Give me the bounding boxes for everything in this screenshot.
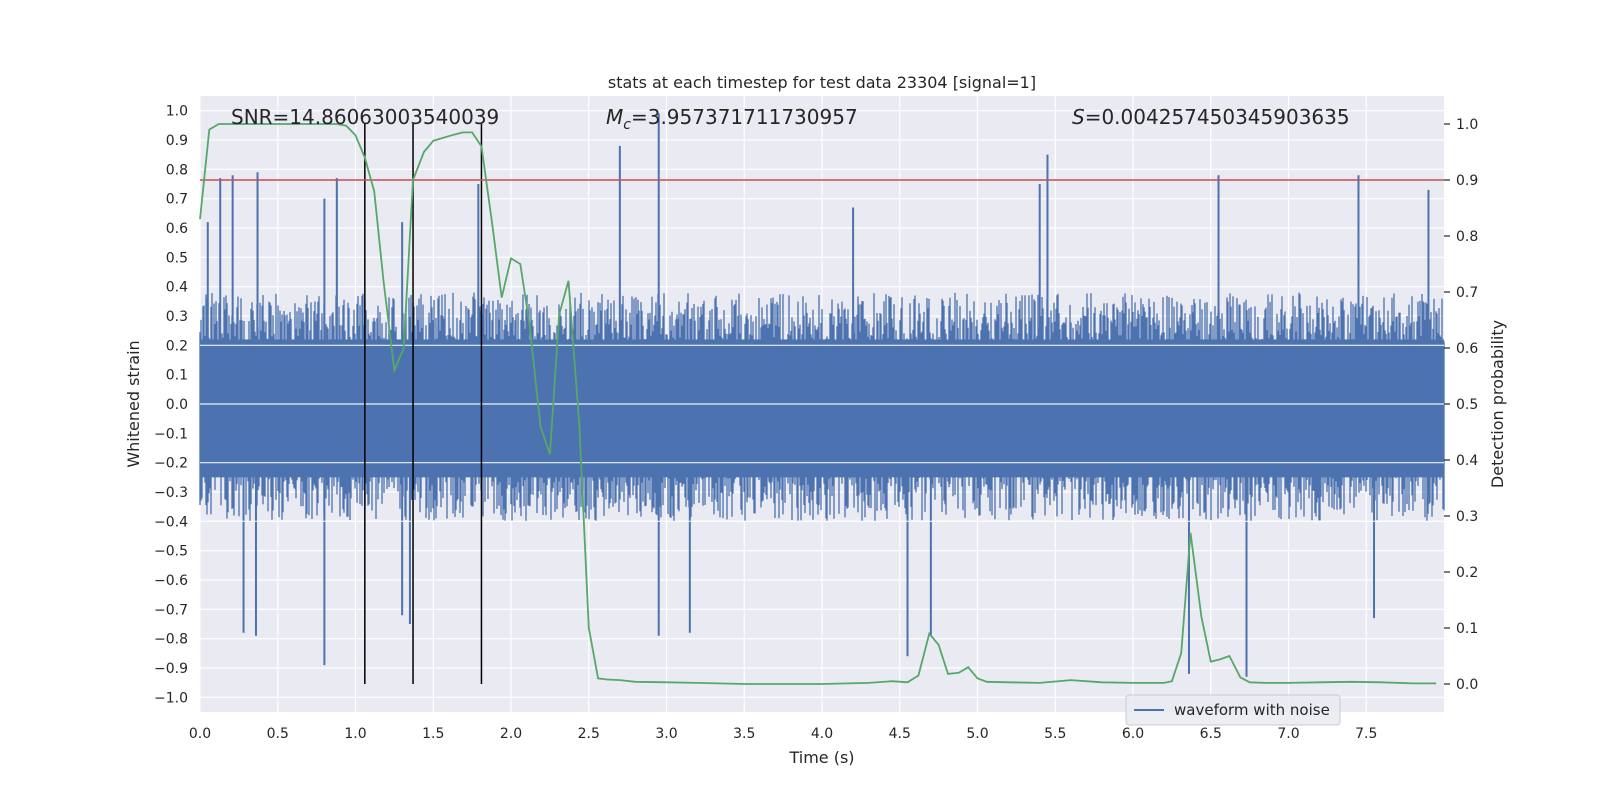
y-right-tick-label: 0.6 (1456, 341, 1478, 357)
y-left-tick-label: −0.5 (154, 544, 188, 560)
x-tick-label: 1.5 (422, 726, 444, 742)
x-tick-label: 3.0 (655, 726, 677, 742)
y-right-tick-label: 0.7 (1456, 285, 1478, 301)
y-right-axis-label: Detection probability (1488, 320, 1507, 488)
x-tick-label: 2.0 (500, 726, 522, 742)
y-left-tick-label: 0.0 (166, 397, 188, 413)
x-tick-labels: 0.0 0.5 1.0 1.5 2.0 2.5 3.0 3.5 4.0 4.5 5.0 5.5 6.0 6… (189, 726, 1378, 742)
y-left-tick-label: 0.4 (166, 280, 188, 296)
x-tick-label: 1.0 (344, 726, 366, 742)
y-left-tick-label: 0.1 (166, 368, 188, 384)
y-right-tick-label: 0.8 (1456, 229, 1478, 245)
x-tick-label: 7.5 (1355, 726, 1377, 742)
y-right-tick-label: 0.2 (1456, 565, 1478, 581)
y-left-tick-label: 1.0 (166, 104, 188, 120)
vertical-markers (364, 124, 483, 684)
y-left-tick-label: 0.6 (166, 221, 188, 237)
chirp-mass-annotation: Mc=3.957371711730957 (606, 105, 858, 133)
y-right-tick-labels: 1.0 0.9 0.8 0.7 0.6 0.5 0.4 0.3 0.2 0.1 0.0 (1444, 117, 1478, 693)
y-left-tick-label: −0.1 (154, 426, 188, 442)
legend-label: waveform with noise (1174, 701, 1330, 719)
y-left-tick-label: 0.9 (166, 133, 188, 149)
x-tick-label: 2.5 (578, 726, 600, 742)
y-left-tick-label: −1.0 (154, 690, 188, 706)
y-left-tick-label: −0.8 (154, 632, 188, 648)
y-right-tick-label: 0.4 (1456, 453, 1478, 469)
y-left-tick-label: −0.6 (154, 573, 188, 589)
y-left-tick-label: 0.3 (166, 309, 188, 325)
y-right-tick-label: 0.0 (1456, 677, 1478, 693)
y-left-tick-label: 0.5 (166, 250, 188, 266)
chart-title: stats at each timestep for test data 233… (608, 73, 1036, 92)
y-left-tick-label: −0.7 (154, 602, 188, 618)
y-right-tick-label: 0.5 (1456, 397, 1478, 413)
waveform-noise (199, 292, 1445, 522)
x-tick-label: 3.5 (733, 726, 755, 742)
y-left-tick-label: −0.9 (154, 661, 188, 677)
y-right-tick-label: 0.3 (1456, 509, 1478, 525)
legend: waveform with noise (1125, 694, 1341, 726)
x-tick-label: 5.5 (1044, 726, 1066, 742)
x-tick-label: 6.0 (1122, 726, 1144, 742)
y-left-tick-label: 0.2 (166, 338, 188, 354)
y-left-tick-label: −0.3 (154, 485, 188, 501)
waveform-series (199, 113, 1445, 677)
y-left-tick-label: 0.7 (166, 192, 188, 208)
x-tick-label: 5.0 (966, 726, 988, 742)
snr-annotation: SNR=14.86063003540039 (231, 105, 499, 129)
detection-probability-line (199, 123, 1437, 685)
x-tick-label: 4.5 (889, 726, 911, 742)
y-left-tick-label: −0.2 (154, 456, 188, 472)
y-right-tick-label: 0.1 (1456, 621, 1478, 637)
y-right-tick-label: 1.0 (1456, 117, 1478, 133)
y-left-tick-label: 0.8 (166, 162, 188, 178)
y-left-tick-label: −0.4 (154, 514, 188, 530)
legend-box (1125, 694, 1341, 726)
x-tick-label: 6.5 (1200, 726, 1222, 742)
y-left-axis-label: Whitened strain (124, 340, 143, 467)
x-axis-label: Time (s) (788, 748, 854, 767)
y-right-tick-label: 0.9 (1456, 173, 1478, 189)
x-tick-label: 0.0 (189, 726, 211, 742)
s-annotation: S=0.004257450345903635 (1072, 105, 1350, 129)
x-tick-label: 0.5 (267, 726, 289, 742)
y-left-tick-labels: 1.0 0.9 0.8 0.7 0.6 0.5 0.4 0.3 0.2 0.1 0.0 −0.1 −0.… (154, 104, 188, 707)
x-tick-label: 7.0 (1277, 726, 1299, 742)
x-tick-label: 4.0 (811, 726, 833, 742)
